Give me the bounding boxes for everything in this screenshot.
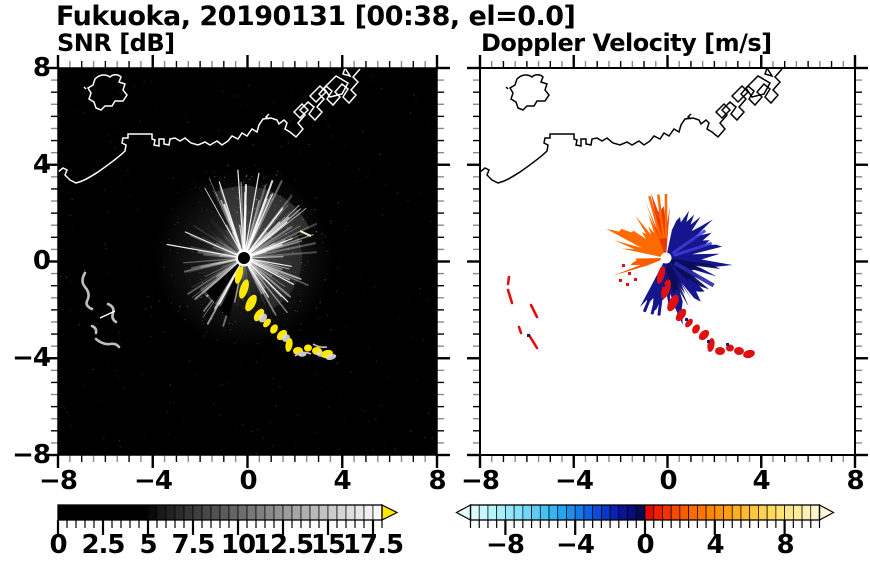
- x-tick-label: 8: [428, 466, 446, 496]
- x-tick-label: −4: [555, 466, 594, 496]
- x-tick-label: −4: [134, 466, 173, 496]
- snr-axis-ticks: [45, 55, 450, 468]
- velocity-axis-ticks: [467, 55, 868, 468]
- x-tick-label: 0: [239, 466, 257, 496]
- y-tick-label: −8: [12, 440, 51, 470]
- y-tick-label: 8: [32, 53, 51, 83]
- snr-cb-label: 0: [49, 530, 67, 560]
- velocity-panel-title: Doppler Velocity [m/s]: [481, 29, 772, 57]
- vel-cb-label: 4: [706, 530, 724, 560]
- y-tick-label: −4: [12, 343, 51, 373]
- snr-map-frame: [57, 67, 438, 456]
- x-tick-label: 0: [659, 466, 677, 496]
- x-tick-label: 4: [333, 466, 351, 496]
- figure-title: Fukuoka, 20190131 [00:38, el=0.0]: [56, 1, 576, 32]
- vel-cb-label: 8: [776, 530, 794, 560]
- vel-cb-label: −4: [556, 530, 595, 560]
- snr-cb-label: 17.5: [342, 530, 404, 560]
- snr-cb-label: 5: [139, 530, 157, 560]
- velocity-map: [480, 68, 855, 455]
- vel-cb-label: 0: [636, 530, 654, 560]
- snr-map: [58, 68, 437, 455]
- snr-cb-label: 10: [220, 530, 256, 560]
- y-tick-label: 0: [32, 246, 51, 276]
- x-tick-label: 8: [846, 466, 864, 496]
- snr-cb-label: 7.5: [171, 530, 215, 560]
- snr-panel-title: SNR [dB]: [57, 29, 175, 57]
- snr-cb-label: 15: [310, 530, 346, 560]
- snr-cb-label: 2.5: [81, 530, 125, 560]
- x-tick-label: −8: [39, 466, 78, 496]
- velocity-map-frame: [479, 67, 856, 456]
- y-tick-label: 4: [32, 150, 51, 180]
- vel-cb-label: −8: [486, 530, 525, 560]
- snr-colorbar: [56, 504, 399, 535]
- x-tick-label: 4: [752, 466, 770, 496]
- velocity-colorbar: [455, 503, 835, 535]
- snr-cb-label: 12.5: [252, 530, 314, 560]
- x-tick-label: −8: [461, 466, 500, 496]
